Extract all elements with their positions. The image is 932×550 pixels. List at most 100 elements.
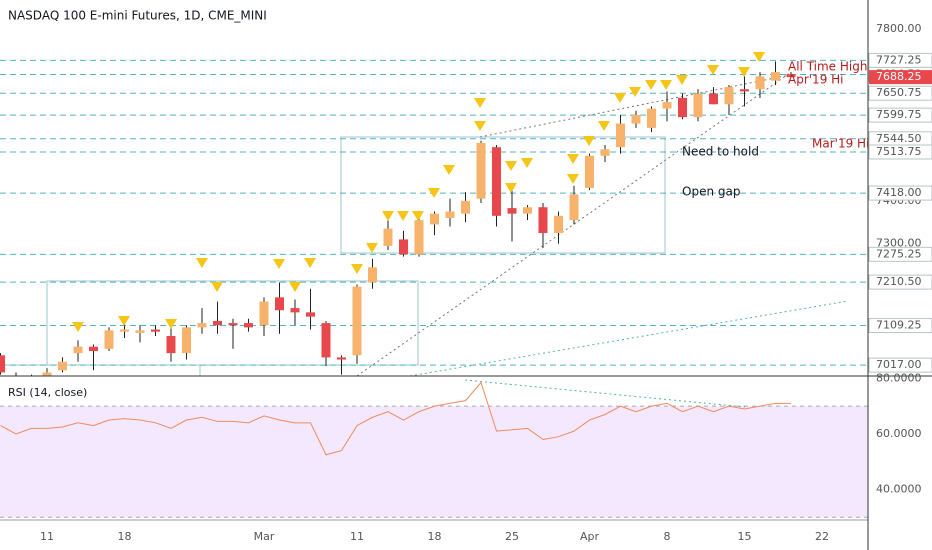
candle-body <box>647 108 656 128</box>
x-tick-label: 18 <box>428 530 442 543</box>
candle-body <box>414 220 424 255</box>
candle-body <box>569 194 579 221</box>
level-label-box <box>868 357 932 373</box>
trend-line <box>409 300 849 376</box>
rsi-band <box>0 406 868 518</box>
level-label: 7418.00 <box>876 186 922 199</box>
candle-body <box>0 355 5 373</box>
candle-body <box>290 308 300 313</box>
candle-body <box>197 323 207 328</box>
candle-body <box>151 329 160 332</box>
level-label: 7513.75 <box>876 145 922 158</box>
candle-body <box>693 93 703 118</box>
candle-body <box>306 312 315 317</box>
axes: 7300.007400.007800.007727.257694.507650.… <box>40 22 932 543</box>
candle-body <box>368 267 377 283</box>
candle-body <box>166 335 176 354</box>
level-label: 7599.75 <box>876 108 922 121</box>
level-label: 7017.00 <box>876 358 922 371</box>
level-label-box <box>868 274 932 290</box>
x-tick-label: 25 <box>505 530 519 543</box>
candle-body <box>135 330 145 333</box>
trend-line <box>464 379 746 408</box>
y-tick-label: 40.0000 <box>876 482 922 495</box>
candle-body <box>678 97 687 118</box>
level-label: 7109.25 <box>876 319 922 332</box>
candle-body <box>182 327 191 354</box>
candle-body <box>89 346 98 351</box>
annotation: Open gap <box>682 185 740 199</box>
x-tick-label: 18 <box>118 530 132 543</box>
trend-line <box>356 72 791 376</box>
level-label: 7727.25 <box>876 53 922 66</box>
candle-body <box>321 323 331 358</box>
candle-body <box>275 297 284 311</box>
rsi-title: RSI (14, close) <box>8 386 87 399</box>
candle-body <box>771 72 780 81</box>
x-tick-label: 22 <box>815 530 829 543</box>
candle-body <box>430 213 439 225</box>
candle-body <box>585 155 594 188</box>
candles <box>0 61 796 376</box>
candle-body <box>445 211 455 218</box>
x-tick-label: 15 <box>738 530 752 543</box>
last-price-box <box>869 70 932 85</box>
x-tick-label: 8 <box>664 530 671 543</box>
candle-body <box>228 323 238 326</box>
candle-body <box>786 74 796 78</box>
rsi-pane <box>0 381 868 518</box>
level-label-box <box>868 185 932 201</box>
candle-body <box>631 114 641 124</box>
candle-body <box>352 286 362 356</box>
candle-body <box>740 89 749 92</box>
candle-body <box>600 149 610 156</box>
level-label-box <box>868 85 932 101</box>
y-tick-label: 60.0000 <box>876 427 922 440</box>
candle-body <box>244 323 253 328</box>
candle-body <box>42 372 52 376</box>
candle-body <box>507 208 517 214</box>
candle-body <box>58 361 67 371</box>
level-label: 7275.25 <box>876 247 922 260</box>
candle-body <box>724 87 734 105</box>
annotation: Mar'19 Hi <box>812 137 869 151</box>
candle-body <box>476 142 486 199</box>
level-label-box <box>868 107 932 123</box>
range-box <box>0 364 201 376</box>
candle-body <box>259 301 269 326</box>
annotation: All Time High <box>788 60 867 74</box>
candle-body <box>492 147 501 216</box>
candle-body <box>554 215 563 233</box>
range-box <box>340 136 666 254</box>
level-label: 7210.50 <box>876 275 922 288</box>
candle-body <box>73 346 83 354</box>
candle-body <box>383 228 393 246</box>
y-tick-label: 7800.00 <box>876 22 922 35</box>
candle-body <box>523 207 532 214</box>
last-price-label: 7688.25 <box>876 70 922 83</box>
level-label-box <box>868 246 932 262</box>
candle-body <box>538 207 548 233</box>
y-tick-label: 7300.00 <box>876 237 922 250</box>
chart-title: NASDAQ 100 E-mini Futures, 1D, CME_MINI <box>8 9 267 23</box>
candle-body <box>120 329 129 332</box>
level-label-box <box>868 318 932 334</box>
annotation: Need to hold <box>682 145 759 159</box>
candle-body <box>755 76 765 90</box>
level-label: 7650.75 <box>876 86 922 99</box>
x-tick-label: 11 <box>40 530 54 543</box>
x-tick-label: Apr <box>580 530 600 543</box>
candle-body <box>461 200 470 214</box>
x-tick-label: 11 <box>350 530 364 543</box>
candle-body <box>213 320 222 326</box>
y-tick-label: 80.0000 <box>876 371 922 384</box>
candle-body <box>616 123 625 148</box>
level-label: 7544.50 <box>876 132 922 145</box>
candle-body <box>662 102 672 109</box>
candle-body <box>337 357 346 360</box>
annotation: Apr'19 Hi <box>788 73 844 87</box>
level-label-box <box>868 144 932 160</box>
